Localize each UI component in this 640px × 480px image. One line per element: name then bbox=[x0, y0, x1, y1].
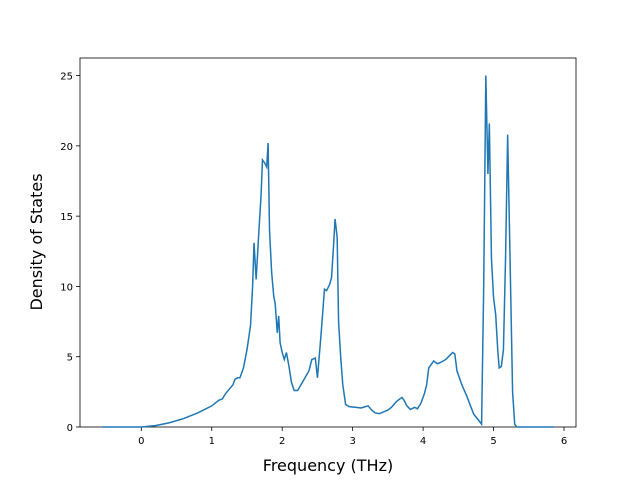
x-tick-label: 4 bbox=[420, 436, 426, 447]
plot-frame bbox=[79, 57, 577, 428]
x-tick-label: 0 bbox=[138, 436, 144, 447]
x-tick-label: 5 bbox=[490, 436, 496, 447]
y-tick-label: 0 bbox=[67, 423, 73, 434]
y-tick-label: 5 bbox=[67, 353, 73, 364]
data-line bbox=[102, 75, 554, 428]
x-tick-label: 2 bbox=[279, 436, 285, 447]
y-tick-label: 25 bbox=[60, 72, 73, 83]
x-tick-label: 6 bbox=[561, 436, 567, 447]
y-tick-label: 10 bbox=[60, 282, 73, 293]
y-axis-label: Density of States bbox=[27, 173, 46, 310]
y-tick-label: 15 bbox=[60, 212, 73, 223]
y-tick-label: 20 bbox=[60, 142, 73, 153]
x-tick-label: 1 bbox=[209, 436, 215, 447]
x-axis-label: Frequency (THz) bbox=[263, 456, 393, 475]
x-tick-label: 3 bbox=[349, 436, 355, 447]
